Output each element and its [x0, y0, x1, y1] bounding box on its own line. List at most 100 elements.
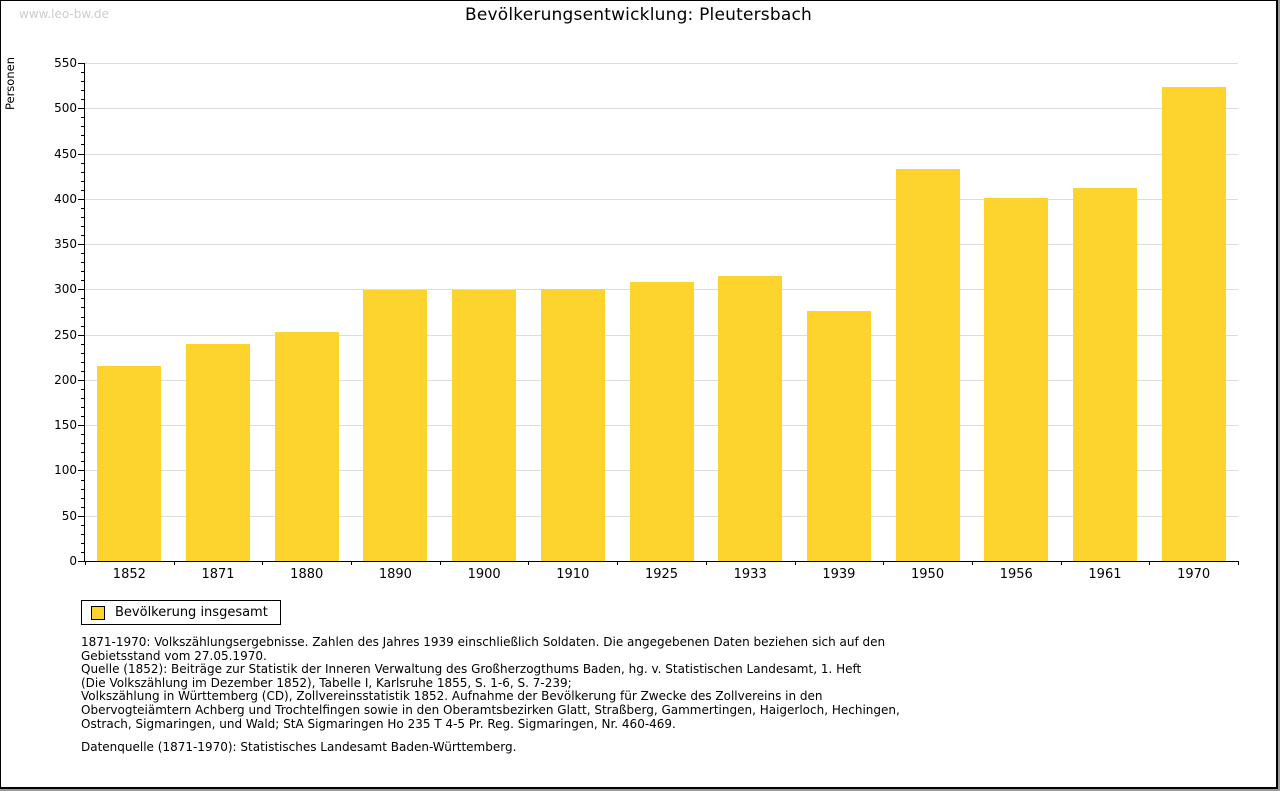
footnote-line: Obervogteiämtern Achberg und Trochtelfin…	[81, 702, 900, 717]
y-axis-minor-tick	[81, 461, 85, 463]
y-axis-minor-tick	[81, 126, 85, 128]
x-axis-tick	[972, 561, 973, 565]
bar-1910	[540, 289, 605, 561]
y-axis-minor-tick	[81, 370, 85, 372]
y-axis-tick-label: 400	[54, 191, 77, 206]
y-axis-tick-label: 0	[69, 554, 77, 568]
y-axis-minor-tick	[81, 117, 85, 119]
bar-1970	[1161, 87, 1226, 561]
gridline	[85, 63, 1238, 64]
x-axis-tick	[174, 561, 175, 565]
bar-1950	[895, 168, 960, 561]
x-axis-label: 1961	[1088, 567, 1122, 582]
y-axis-major-tick	[78, 470, 85, 472]
bar-1880	[274, 331, 339, 561]
y-axis-tick-label: 250	[54, 327, 77, 342]
x-axis-tick	[351, 561, 352, 565]
plot-area: 1852 1871 1880 1890 1900 1910 1925 1933 1939 1950…	[78, 63, 1239, 582]
bar-1890	[363, 290, 428, 561]
y-axis-tick-label: 100	[54, 463, 77, 478]
x-axis-tick	[85, 561, 86, 565]
y-axis-tick-label: 150	[54, 418, 77, 433]
x-axis-label: 1852	[112, 567, 146, 582]
bar-1956	[984, 197, 1049, 561]
gridline	[85, 198, 1238, 200]
y-axis-minor-tick	[81, 99, 85, 101]
y-axis-minor-tick	[81, 388, 85, 390]
y-axis-minor-tick	[81, 533, 85, 535]
bar-1871	[186, 343, 251, 561]
x-axis-label: 1970	[1177, 567, 1211, 582]
legend-label: Bevölkerung insgesamt	[115, 605, 268, 620]
bar-1961	[1072, 187, 1137, 561]
x-axis-label: 1910	[556, 567, 590, 582]
y-axis-tick-label: 500	[54, 101, 77, 116]
x-axis-label: 1939	[822, 567, 856, 582]
legend-color-swatch	[91, 605, 105, 620]
x-axis-tick	[262, 561, 263, 565]
y-axis-minor-tick	[81, 488, 85, 490]
y-axis-minor-tick	[81, 316, 85, 318]
x-axis-label: 1880	[290, 567, 324, 582]
y-axis-minor-tick	[81, 253, 85, 255]
y-axis-minor-tick	[81, 135, 85, 137]
footnote-line: Volkszählung in Württemberg (CD), Zollve…	[81, 689, 823, 704]
y-axis-minor-tick	[81, 506, 85, 508]
y-axis-tick-label: 550	[54, 56, 77, 70]
y-axis-minor-tick	[81, 225, 85, 227]
y-axis-minor-tick	[81, 307, 85, 309]
footnote-line: 1871-1970: Volkszählungsergebnisse. Zahl…	[81, 635, 886, 649]
y-axis-tick-label: 450	[54, 146, 77, 161]
y-axis-minor-tick	[81, 452, 85, 454]
y-axis-minor-tick	[81, 524, 85, 526]
x-axis-tick	[795, 561, 796, 565]
y-axis-minor-tick	[81, 434, 85, 436]
y-axis-major-tick	[78, 244, 85, 246]
y-axis-minor-tick	[81, 81, 85, 83]
y-axis-major-tick	[78, 379, 85, 381]
y-axis-minor-tick	[81, 361, 85, 363]
y-axis-major-tick	[78, 63, 85, 64]
x-axis-tick	[1149, 561, 1150, 565]
y-axis-minor-tick	[81, 497, 85, 499]
footnote-line: Gebietsstand vom 27.05.1970.	[81, 648, 267, 663]
y-axis-major-tick	[78, 153, 85, 155]
y-axis-minor-tick	[81, 72, 85, 74]
y-axis-minor-tick	[81, 207, 85, 209]
y-axis-minor-tick	[81, 343, 85, 345]
y-axis-tick-label: 350	[54, 237, 77, 252]
y-axis-minor-tick	[81, 162, 85, 164]
y-axis-minor-tick	[81, 180, 85, 182]
chart-title: Bevölkerungsentwicklung: Pleutersbach	[464, 5, 812, 25]
bar-1925	[629, 282, 694, 561]
bar-1939	[806, 311, 871, 561]
y-axis-minor-tick	[81, 262, 85, 264]
y-axis-major-tick	[78, 198, 85, 200]
y-axis-minor-tick	[81, 542, 85, 544]
footnotes: 1871-1970: Volkszählungsergebnisse. Zahl…	[81, 635, 900, 731]
gridline	[85, 244, 1238, 246]
y-axis-tick-label: 300	[54, 282, 77, 297]
y-axis-minor-tick	[81, 443, 85, 445]
y-axis-minor-tick	[81, 352, 85, 354]
y-axis-minor-tick	[81, 235, 85, 237]
x-axis-tick	[440, 561, 441, 565]
x-axis-label: 1925	[644, 567, 679, 582]
datasource-line: Datenquelle (1871-1970): Statistisches L…	[81, 740, 517, 754]
x-axis-tick	[528, 561, 529, 565]
y-axis-minor-tick	[81, 551, 85, 553]
bar-1852	[97, 366, 162, 561]
y-axis-tick-label: 50	[61, 508, 77, 523]
bar-1900	[452, 290, 517, 561]
y-axis-minor-tick	[81, 325, 85, 327]
legend: Bevölkerung insgesamt	[81, 600, 281, 625]
y-axis-major-tick	[78, 334, 85, 336]
x-axis-tick	[883, 561, 884, 565]
x-axis-label: 1950	[911, 567, 945, 582]
y-axis-minor-tick	[81, 144, 85, 146]
footnote-line: (Die Volkszählung im Dezember 1852), Tab…	[81, 675, 572, 690]
y-axis-minor-tick	[81, 416, 85, 418]
x-axis-tick	[1061, 561, 1062, 565]
x-axis-tick	[706, 561, 707, 565]
